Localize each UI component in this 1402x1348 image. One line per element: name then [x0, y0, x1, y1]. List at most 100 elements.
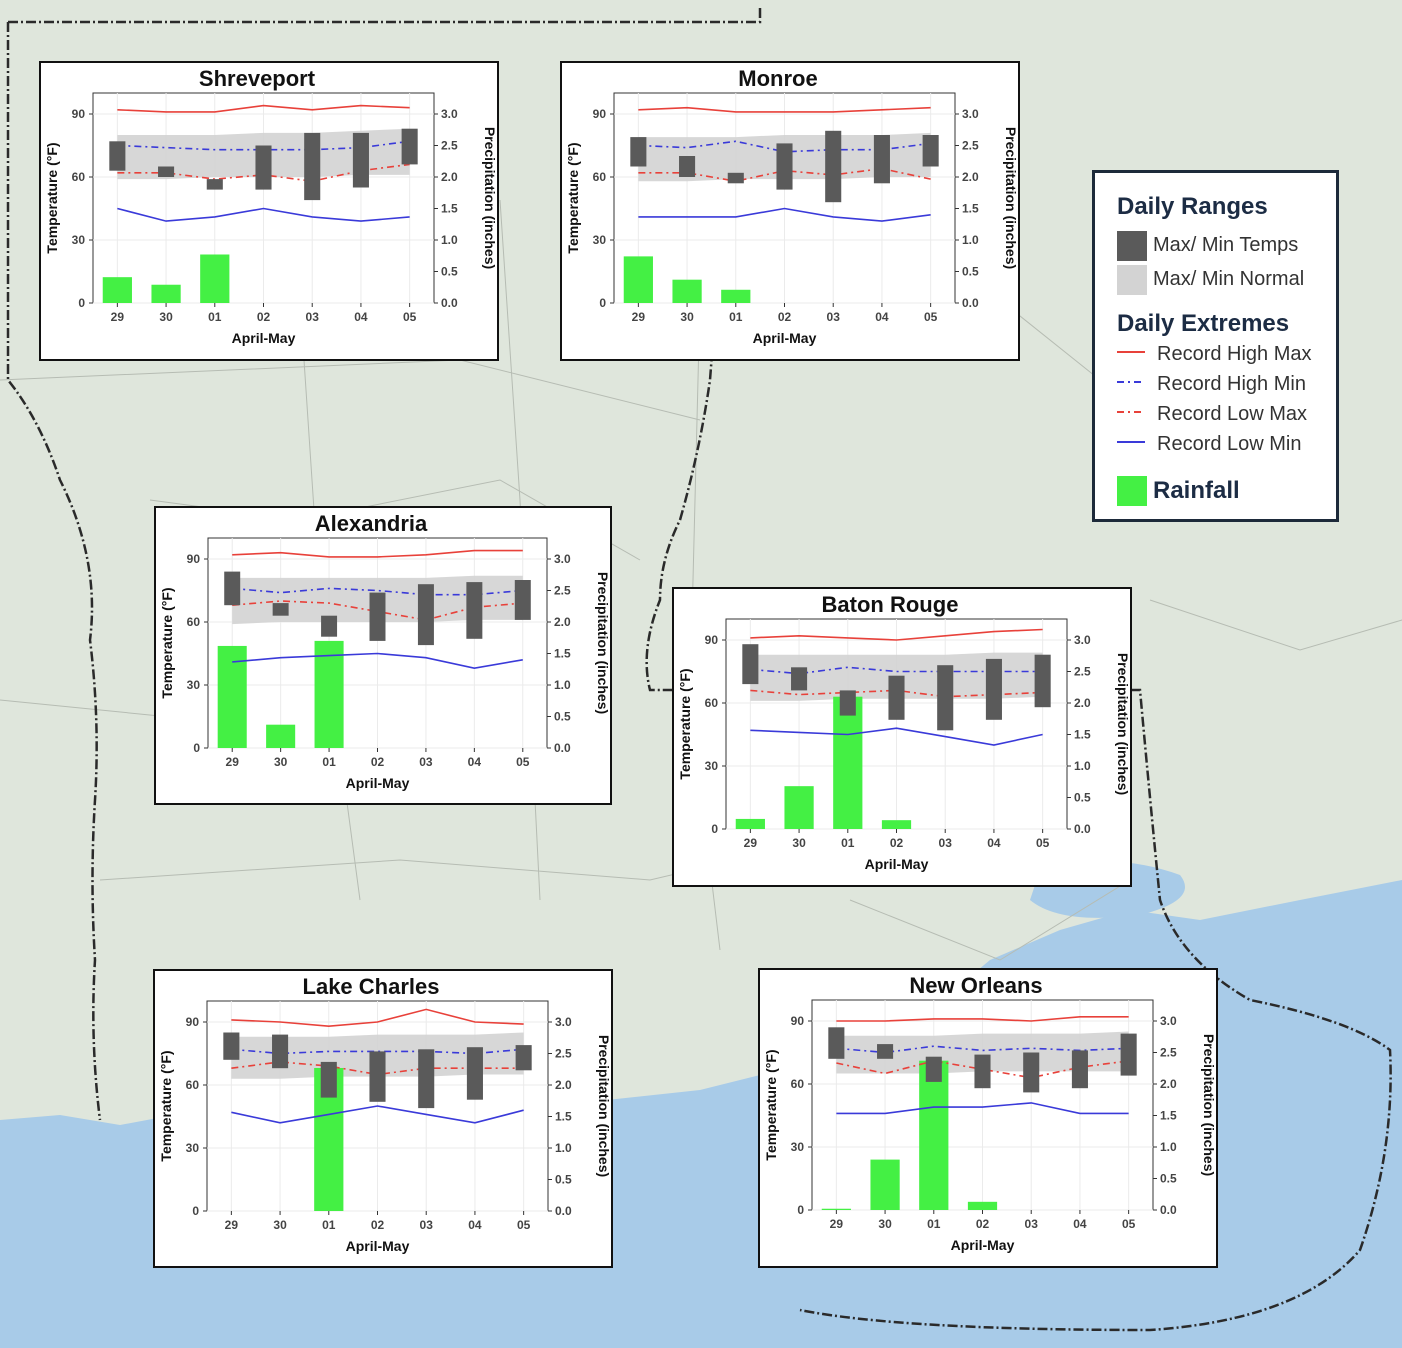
- chart-panel-shreveport: Shreveport 0 30 60 90 29 30 01 02 03 04 05 0.0 0.5 1.0…: [39, 61, 499, 361]
- temp-range-bar: [877, 1044, 894, 1059]
- tick-label-y2: 0.5: [1074, 790, 1091, 804]
- tick-label-x: 05: [516, 755, 530, 769]
- temp-range-bar: [630, 137, 647, 167]
- chart-baton-rouge: Baton Rouge 0 30 60 90 29 30 01 02 03 04 05 0.0 0.5 1.…: [677, 592, 1130, 872]
- tick-label-y2: 1.5: [962, 201, 979, 215]
- tick-label-y2: 1.0: [441, 233, 458, 247]
- tick-label-x: 30: [680, 310, 694, 324]
- tick-label-y2: 0.5: [962, 264, 979, 278]
- tick-label-x: 05: [403, 310, 417, 324]
- tick-label-y2: 2.5: [1160, 1045, 1177, 1059]
- tick-label-x: 04: [354, 310, 368, 324]
- temp-range-bar: [985, 658, 1002, 720]
- y-axis-label: Temperature (°F): [763, 1049, 779, 1160]
- chart-title: Lake Charles: [303, 974, 440, 999]
- tick-label-x: 01: [322, 755, 336, 769]
- tick-label-x: 03: [939, 836, 953, 850]
- temp-range-bar: [466, 582, 483, 639]
- temp-range-bar: [223, 1032, 240, 1060]
- legend-rec-high-min: Record High Min: [1157, 373, 1306, 395]
- rainfall-bar: [102, 277, 132, 303]
- x-axis-label: April-May: [346, 775, 410, 791]
- x-axis-label: April-May: [232, 330, 296, 346]
- chart-title: Baton Rouge: [822, 592, 959, 617]
- chart-panel-baton-rouge: Baton Rouge 0 30 60 90 29 30 01 02 03 04 05 0.0 0.5 1.…: [672, 587, 1132, 887]
- tick-label-x: 01: [729, 310, 743, 324]
- tick-label-y2: 1.0: [554, 678, 571, 692]
- temp-range-bar: [776, 143, 793, 190]
- y-axis-label: Temperature (°F): [44, 142, 60, 253]
- temp-range-bar: [304, 132, 321, 201]
- chart-title: Monroe: [738, 66, 817, 91]
- temp-range-bar: [1023, 1052, 1040, 1093]
- legend-swatch-record-low-max: [1117, 411, 1145, 413]
- tick-label-y2: 0.5: [441, 264, 458, 278]
- tick-label-y: 90: [187, 552, 201, 566]
- temp-range-bar: [352, 132, 369, 188]
- chart-panel-new-orleans: New Orleans 0 30 60 90 29 30 01 02 03 04 05 0.0 0.5 1.…: [758, 968, 1218, 1268]
- tick-label-y: 90: [791, 1014, 805, 1028]
- temp-range-bar: [255, 145, 272, 190]
- tick-label-y: 30: [186, 1141, 200, 1155]
- temp-range-bar: [320, 1061, 337, 1098]
- x-axis-label: April-May: [753, 330, 817, 346]
- temp-range-bar: [974, 1054, 991, 1089]
- tick-label-x: 04: [1073, 1217, 1087, 1231]
- record-high-max-line: [638, 106, 931, 113]
- tick-label-y2: 2.5: [555, 1046, 572, 1060]
- legend-ranges-title: Daily Ranges: [1117, 193, 1268, 220]
- rainfall-bar: [151, 284, 181, 303]
- tick-label-y: 0: [193, 741, 200, 755]
- chart-shreveport: Shreveport 0 30 60 90 29 30 01 02 03 04 05 0.0 0.5 1.0…: [44, 66, 497, 346]
- tick-label-x: 02: [371, 1218, 385, 1232]
- tick-label-x: 04: [468, 755, 482, 769]
- tick-label-x: 01: [841, 836, 855, 850]
- rainfall-bar: [735, 818, 765, 829]
- legend: Daily Ranges Max/ Min Temps Max/ Min Nor…: [1092, 170, 1339, 522]
- tick-label-y2: 1.0: [555, 1141, 572, 1155]
- legend-rec-low-max: Record Low Max: [1157, 403, 1308, 425]
- tick-label-y2: 2.0: [441, 170, 458, 184]
- tick-label-x: 01: [208, 310, 222, 324]
- record-high-max-line: [231, 1008, 524, 1028]
- legend-swatch-normal: [1117, 265, 1147, 295]
- rainfall-bar: [870, 1159, 900, 1210]
- tick-label-y: 0: [192, 1204, 199, 1218]
- legend-extremes-title: Daily Extremes: [1117, 310, 1290, 337]
- tick-label-y2: 3.0: [1074, 633, 1091, 647]
- tick-label-y2: 1.5: [1074, 727, 1091, 741]
- tick-label-x: 03: [419, 755, 433, 769]
- temp-range-bar: [272, 603, 289, 616]
- temp-range-bar: [158, 166, 175, 177]
- legend-swatch-rainfall: [1117, 476, 1147, 506]
- temp-range-bar: [321, 615, 338, 637]
- chart-panel-lake-charles: Lake Charles 0 30 60 90 29 30 01 02 03 04 05 0.0 0.5 1…: [153, 969, 613, 1268]
- chart-panel-alexandria: Alexandria 0 30 60 90 29 30 01 02 03 04 05 0.0 0.5 1.0…: [154, 506, 612, 805]
- state-border: [6, 5, 1392, 1332]
- chart-alexandria: Alexandria 0 30 60 90 29 30 01 02 03 04 05 0.0 0.5 1.0…: [159, 511, 610, 791]
- rainfall-bar: [200, 254, 230, 303]
- y-axis-label: Temperature (°F): [159, 587, 175, 698]
- rainfall-bar: [314, 640, 344, 748]
- temp-range-bar: [791, 667, 808, 691]
- chart-title: Shreveport: [199, 66, 316, 91]
- x-axis-label: April-May: [951, 1237, 1015, 1253]
- temp-range-bar: [839, 690, 856, 716]
- tick-label-x: 05: [517, 1218, 531, 1232]
- tick-label-y: 0: [711, 822, 718, 836]
- tick-label-y2: 2.5: [962, 138, 979, 152]
- temp-range-bar: [417, 584, 434, 646]
- record-low-min-line: [836, 1102, 1129, 1115]
- tick-label-y2: 0.5: [1160, 1171, 1177, 1185]
- chart-panel-monroe: Monroe 0 30 60 90 29 30 01 02 03 04 05 0.0 0.5 1.0 1.5 2…: [560, 61, 1020, 361]
- temp-range-bar: [742, 644, 759, 685]
- record-high-max-line: [232, 549, 523, 558]
- tick-label-y: 60: [187, 615, 201, 629]
- temp-range-bar: [514, 580, 531, 620]
- rainfall-bar: [721, 289, 751, 303]
- tick-label-y: 0: [599, 296, 606, 310]
- rainfall-bar: [967, 1201, 998, 1210]
- temp-range-bar: [679, 156, 696, 177]
- temp-range-bar: [272, 1034, 289, 1069]
- tick-label-x: 02: [257, 310, 271, 324]
